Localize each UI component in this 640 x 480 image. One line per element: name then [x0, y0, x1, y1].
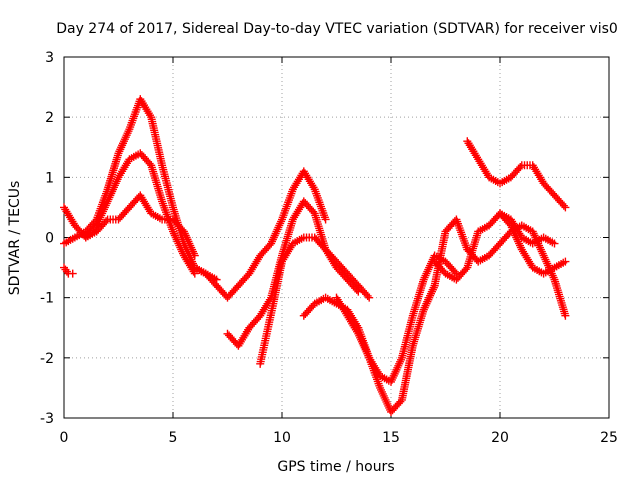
- y-tick-label: -1: [40, 291, 54, 307]
- data-point: [365, 293, 374, 302]
- series-track-4: [60, 263, 77, 278]
- x-tick-labels: 0 5 10 15 20 25: [60, 430, 618, 446]
- y-tick-label: -3: [40, 411, 54, 427]
- data-point: [559, 201, 568, 210]
- data-point: [550, 239, 559, 248]
- x-tick-label: 20: [491, 430, 509, 446]
- series-track-2: [81, 149, 199, 278]
- series-track-5: [190, 167, 330, 302]
- series-track-7: [256, 233, 374, 368]
- data-points: [60, 95, 570, 416]
- x-tick-label: 15: [382, 430, 400, 446]
- y-tick-label: 0: [45, 231, 54, 247]
- data-point: [561, 257, 570, 266]
- series-track-9: [332, 251, 461, 386]
- x-axis-label: GPS time / hours: [277, 459, 394, 475]
- x-tick-label: 25: [600, 430, 618, 446]
- series-track-13: [496, 209, 570, 278]
- data-point: [102, 217, 111, 226]
- x-tick-label: 10: [273, 430, 291, 446]
- data-point: [561, 203, 570, 212]
- series-track-12: [463, 137, 570, 212]
- x-tick-label: 5: [169, 430, 178, 446]
- x-tick-label: 0: [60, 430, 69, 446]
- y-axis-label: SDTVAR / TECUs: [7, 181, 23, 296]
- series-track-6: [223, 197, 363, 350]
- y-tick-label: -2: [40, 351, 54, 367]
- data-point: [68, 269, 77, 278]
- chart-title: Day 274 of 2017, Sidereal Day-to-day VTE…: [56, 21, 618, 37]
- data-point: [561, 311, 570, 320]
- series-track-1: [60, 95, 221, 284]
- y-tick-label: 3: [45, 50, 54, 66]
- y-tick-label: 2: [45, 110, 54, 126]
- series-track-14: [517, 221, 570, 320]
- series-track-3: [60, 191, 199, 260]
- y-tick-label: 1: [45, 170, 54, 186]
- series-track-10: [419, 215, 526, 314]
- data-point: [363, 291, 372, 300]
- y-tick-labels: -3 -2 -1 0 1 2 3: [40, 50, 54, 427]
- data-point: [321, 215, 330, 224]
- data-point: [516, 163, 525, 172]
- data-point: [190, 251, 199, 260]
